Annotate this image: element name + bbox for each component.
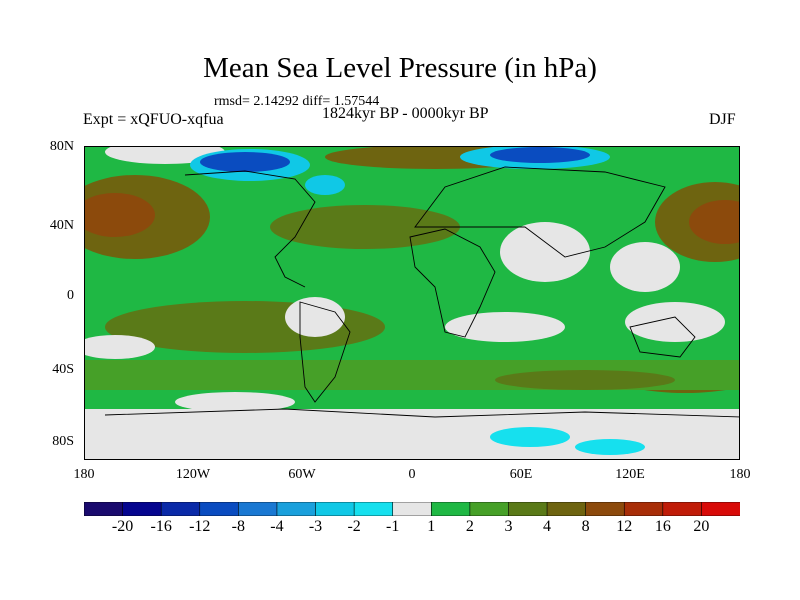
colorbar-swatches (83, 501, 741, 517)
coastlines (104, 166, 739, 418)
map-field (85, 147, 739, 459)
colorbar-label: -8 (231, 518, 246, 535)
colorbar-label: -12 (189, 518, 211, 535)
lon-label-180e: 180 (729, 467, 751, 482)
field-neutral-antarctic (85, 409, 739, 459)
colorbar-label: 12 (616, 518, 633, 535)
field-neutral-aus (625, 302, 725, 342)
lat-label-80n: 80N (49, 139, 74, 154)
colorbar-swatch (238, 501, 278, 517)
field-neutral-so (175, 392, 295, 412)
lon-label-120w: 120W (175, 467, 211, 482)
colorbar-label: 4 (543, 518, 552, 535)
lat-label-0: 0 (67, 288, 74, 303)
pressure-anomaly-map (84, 146, 740, 460)
colorbar-label: 3 (504, 518, 513, 535)
field-8-12hpa-east (689, 200, 739, 244)
coast-antarctica (104, 408, 739, 418)
colorbar-swatch (276, 501, 317, 517)
colorbar-swatch (122, 501, 162, 517)
colorbar-label: -2 (347, 518, 361, 535)
coast-australia (629, 316, 696, 358)
field-8-12hpa (85, 193, 155, 237)
coast-south-america (299, 301, 351, 403)
field-3-4hpa-atlantic (270, 205, 460, 249)
lon-label-0: 0 (408, 467, 416, 482)
field-neutral-atl (285, 297, 345, 337)
colorbar-label: -4 (270, 518, 284, 535)
field-minus-8hpa-2 (490, 147, 590, 163)
colorbar-swatch (392, 501, 433, 517)
colorbar-swatch (199, 501, 240, 517)
colorbar (83, 501, 741, 517)
colorbar-label: -3 (308, 518, 323, 535)
lon-label-60e: 60E (509, 467, 533, 482)
lon-label-120e: 120E (615, 467, 645, 482)
experiment-label: Expt = xQFUO-xqfua (83, 111, 224, 128)
colorbar-swatch (160, 501, 201, 517)
field-neutral-indian (445, 312, 565, 342)
colorbar-label: 20 (693, 518, 710, 535)
field-minus-8hpa (200, 152, 290, 172)
lon-label-60w: 60W (288, 467, 316, 482)
coast-africa (409, 228, 496, 338)
rmsd-diff-stats: rmsd= 2.14292 diff= 1.57544 (214, 94, 380, 109)
colorbar-swatch (430, 501, 471, 517)
colorbar-swatch (508, 501, 548, 517)
colorbar-swatch (662, 501, 703, 517)
field-neutral-asia (610, 242, 680, 292)
colorbar-label: -20 (111, 518, 134, 535)
field-neutral-sp (85, 335, 155, 359)
field-minus-2hpa-2 (305, 175, 345, 195)
colorbar-label: -1 (386, 518, 400, 535)
field-3-4hpa-band (495, 370, 675, 390)
colorbar-swatch (469, 501, 510, 517)
lon-label-180w: 180 (73, 467, 95, 482)
colorbar-swatch (623, 501, 664, 517)
field-minus-1hpa (490, 427, 570, 447)
colorbar-label: -16 (150, 518, 172, 535)
colorbar-label: 1 (427, 518, 436, 535)
colorbar-swatch (315, 501, 355, 517)
colorbar-swatch (585, 501, 626, 517)
lat-label-40s: 40S (52, 362, 74, 377)
colorbar-swatch (701, 501, 741, 517)
coast-north-america (184, 170, 316, 288)
season-label: DJF (709, 111, 736, 128)
field-minus-1hpa-2 (575, 439, 645, 455)
plot-title: Mean Sea Level Pressure (in hPa) (203, 52, 597, 84)
coast-eurasia (414, 166, 666, 258)
field-neutral-africa (500, 222, 590, 282)
lat-label-40n: 40N (49, 218, 74, 233)
colorbar-swatch (353, 501, 394, 517)
colorbar-label: 16 (654, 518, 671, 535)
colorbar-swatch (83, 501, 124, 517)
colorbar-label: 8 (581, 518, 590, 535)
lat-label-80s: 80S (52, 434, 74, 449)
colorbar-label: 2 (465, 518, 474, 535)
time-period-label: 1824kyr BP - 0000kyr BP (322, 105, 489, 122)
colorbar-swatch (546, 501, 587, 517)
